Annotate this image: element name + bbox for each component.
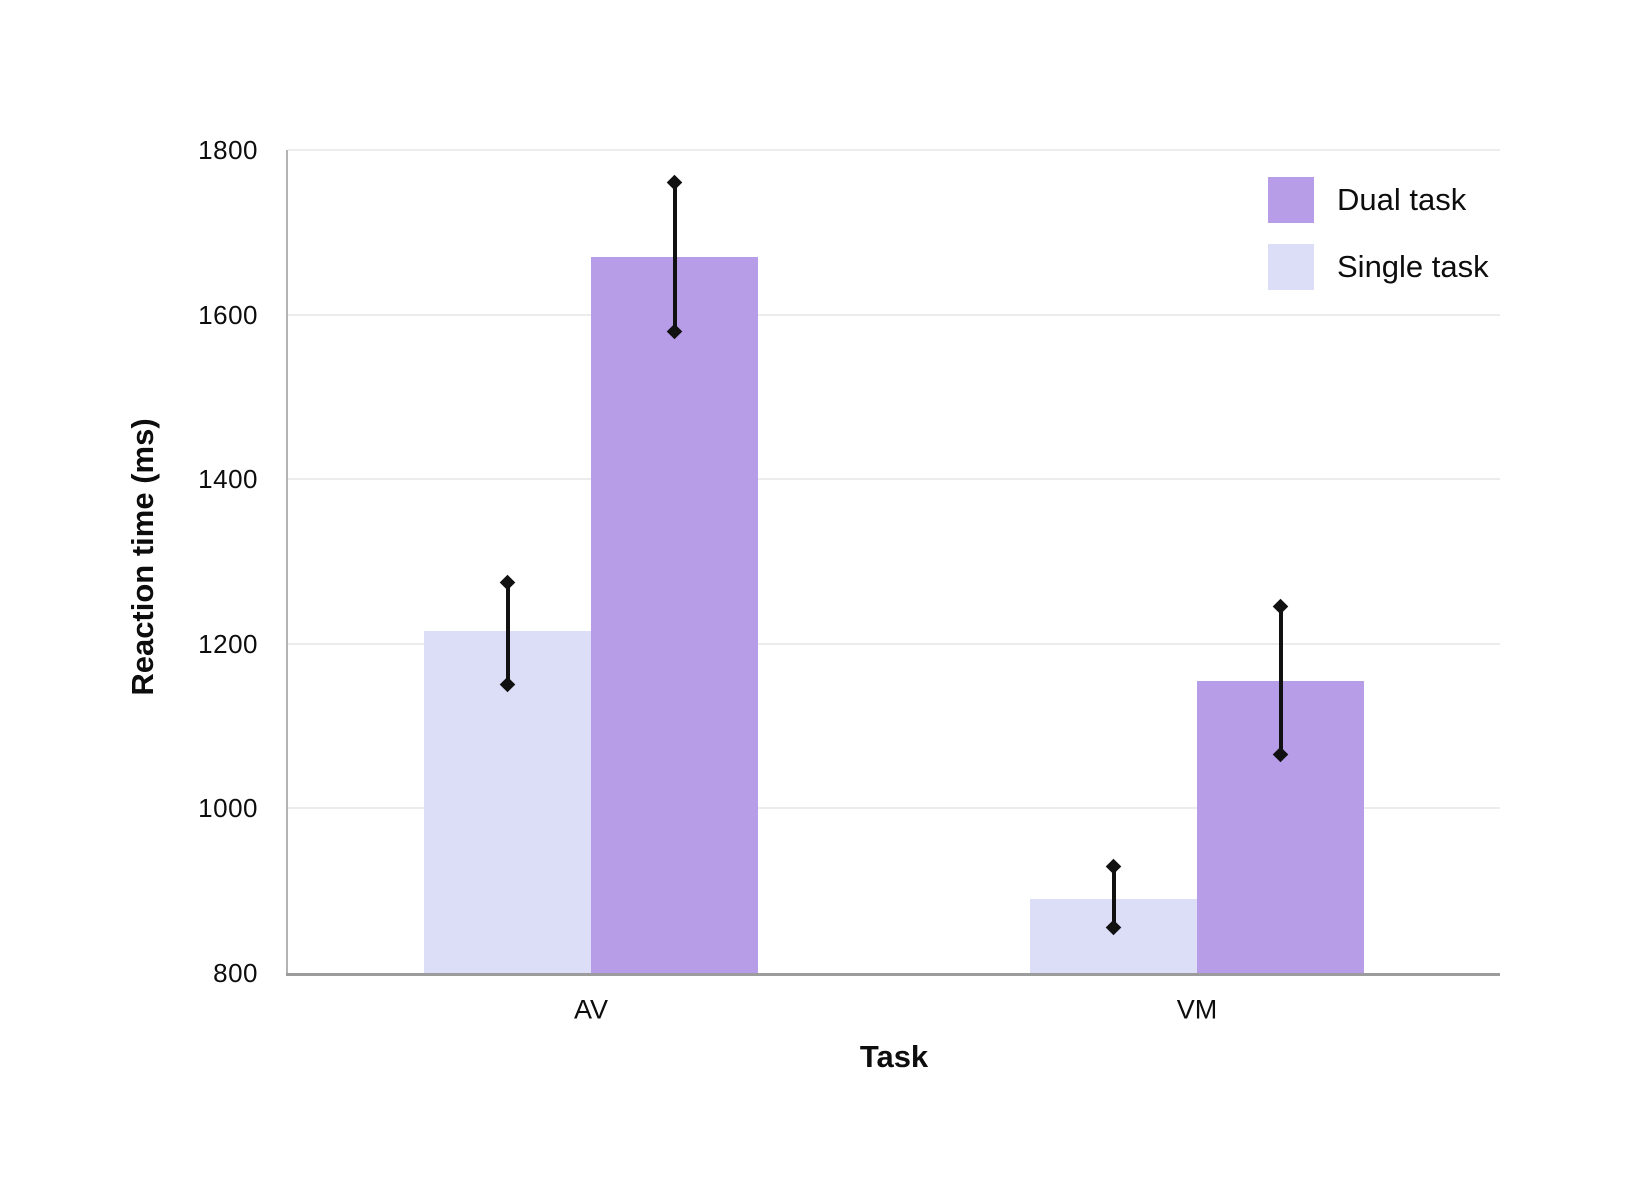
x-axis-title: Task (859, 1039, 929, 1074)
x-axis-line (286, 973, 1500, 976)
gridline-1000 (288, 807, 1500, 810)
error-cap-top-av-dual-task (666, 175, 683, 191)
y-tick-label-800: 800 (213, 958, 258, 988)
y-tick-label-1000: 1000 (198, 793, 258, 824)
plot-area (288, 149, 1500, 973)
error-bar-vm-dual-task (1278, 606, 1283, 755)
bar-av-dual-task (591, 257, 758, 973)
legend-swatch-single-task (1268, 244, 1314, 290)
gridline-1800 (288, 149, 1500, 151)
legend-item-single-task: Single task (1268, 244, 1489, 290)
y-axis-title: Reaction time (ms) (125, 418, 160, 696)
y-tick-label-1200: 1200 (198, 628, 258, 659)
gridline-1400 (288, 478, 1500, 481)
legend-label-single-task: Single task (1337, 249, 1489, 284)
x-tick-label-vm: VM (1176, 994, 1218, 1025)
error-cap-top-vm-dual-task (1272, 598, 1289, 615)
error-bar-av-single-task (505, 582, 510, 685)
error-cap-top-vm-single-task (1105, 858, 1122, 874)
error-bar-av-dual-task (672, 182, 677, 332)
y-tick-label-1800: 1800 (198, 135, 258, 165)
y-tick-label-1600: 1600 (198, 299, 258, 330)
gridline-1200 (288, 642, 1500, 645)
legend-swatch-dual-task (1268, 177, 1314, 223)
y-axis-line (286, 150, 288, 975)
legend-item-dual-task: Dual task (1268, 177, 1489, 223)
y-tick-label-1400: 1400 (198, 464, 258, 495)
gridline-1600 (288, 313, 1500, 316)
x-tick-label-av: AV (573, 994, 609, 1025)
error-cap-top-av-single-task (499, 574, 516, 590)
legend: Dual task Single task (1268, 177, 1489, 311)
legend-label-dual-task: Dual task (1337, 182, 1467, 217)
error-bar-vm-single-task (1111, 866, 1116, 928)
